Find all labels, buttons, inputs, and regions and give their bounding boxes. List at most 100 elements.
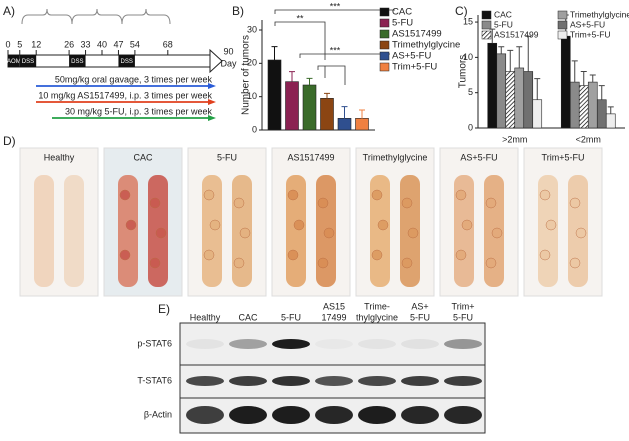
- legend-label: Trimethylglycine: [570, 9, 629, 19]
- tumor: [317, 197, 329, 209]
- lane-label: 5-FU: [453, 312, 473, 322]
- day-tick-label: 47: [113, 39, 123, 49]
- blot-row-label: p-STAT6: [137, 338, 172, 348]
- tumor: [119, 189, 131, 201]
- error-bar: [580, 71, 587, 86]
- blot-band: [401, 376, 439, 386]
- x-tick-label: <2mm: [576, 134, 601, 144]
- photo-label: AS1517499: [287, 152, 334, 162]
- photo-panel: [19, 147, 99, 297]
- blot-band: [272, 339, 310, 349]
- significance-label: ***: [330, 45, 341, 55]
- lane-label: 5-FU: [281, 312, 301, 322]
- bar: [560, 35, 571, 129]
- photo-panel: [103, 147, 183, 297]
- day-tick-label: 0: [5, 39, 10, 49]
- error-bar: [571, 60, 578, 83]
- lane-label: 5-FU: [410, 312, 430, 322]
- legend-label: Trimethylglycine: [392, 40, 460, 51]
- blot-band: [186, 339, 224, 349]
- blot-band: [315, 339, 353, 349]
- significance-label: ***: [330, 1, 341, 11]
- tumor: [371, 189, 383, 201]
- day-tick-label: 33: [81, 39, 91, 49]
- legend-label: 5-FU: [494, 19, 513, 29]
- day-tick-label: 90: [223, 46, 233, 56]
- tumor: [491, 227, 503, 239]
- tumor: [455, 249, 467, 261]
- legend-swatch: [481, 30, 492, 40]
- tumor: [119, 249, 131, 261]
- blot-band: [315, 406, 353, 424]
- bar: [320, 98, 334, 131]
- bar: [267, 59, 282, 131]
- tumor: [239, 227, 251, 239]
- legend-label: Trim+5-FU: [570, 29, 611, 39]
- legend-label: CAC: [494, 9, 512, 19]
- blot-band: [229, 406, 267, 424]
- y-tick-label: 0: [468, 122, 473, 132]
- treatment-label: 50mg/kg oral gavage, 3 times per week: [55, 74, 213, 84]
- block-label: DSS: [71, 59, 83, 65]
- tumor: [575, 227, 587, 239]
- tumor: [203, 249, 215, 261]
- panel-label: E): [158, 302, 170, 316]
- error-bar: [498, 46, 505, 54]
- panel-label: C): [455, 4, 468, 18]
- blot-band: [186, 406, 224, 424]
- y-tick-label: 10: [463, 52, 473, 62]
- timeline-block: [19, 55, 37, 67]
- bar: [337, 118, 352, 131]
- treatment-label: 10 mg/kg AS1517499, i.p. 3 times per wee…: [38, 90, 212, 100]
- tumor: [461, 219, 473, 231]
- tumor: [545, 219, 557, 231]
- bar: [532, 99, 543, 129]
- error-bar: [534, 78, 541, 100]
- panel-label: B): [232, 4, 244, 18]
- legend-swatch: [379, 40, 390, 50]
- legend-swatch: [379, 51, 390, 61]
- legend-label: 5-FU: [392, 18, 413, 29]
- lane-label: AS15: [323, 301, 345, 311]
- lane-label: Trim+: [452, 301, 475, 311]
- day-unit: Day: [220, 58, 237, 68]
- blot-band: [358, 339, 396, 349]
- error-bar: [341, 106, 348, 119]
- lane-label: 17499: [321, 312, 346, 322]
- tumor: [485, 197, 497, 209]
- legend-swatch: [557, 20, 568, 30]
- day-tick-label: 26: [64, 39, 74, 49]
- tumor: [407, 227, 419, 239]
- error-bar: [306, 77, 313, 85]
- timeline-arrowhead: [209, 48, 223, 74]
- treatment-arrowhead: [208, 115, 216, 121]
- error-bar: [271, 46, 278, 60]
- photo-panel: [355, 147, 435, 297]
- error-bar: [589, 74, 596, 83]
- blot-band: [444, 339, 482, 349]
- day-tick-label: 12: [31, 39, 41, 49]
- block-label: DSS: [121, 59, 133, 65]
- tumor: [149, 197, 161, 209]
- y-tick-label: 15: [463, 16, 473, 26]
- tissue: [34, 175, 54, 287]
- x-tick-label: >2mm: [502, 134, 527, 144]
- photo-panel: [187, 147, 267, 297]
- legend-label: AS1517499: [392, 29, 442, 40]
- tumor: [485, 257, 497, 269]
- significance-brackets: [274, 9, 395, 85]
- legend-swatch: [557, 30, 568, 40]
- legend-swatch: [379, 18, 390, 28]
- treatment-arrowhead: [208, 83, 216, 89]
- timeline-bar: [7, 54, 211, 68]
- bar: [523, 71, 534, 129]
- photo-panel: [523, 147, 603, 297]
- error-bar: [507, 49, 514, 72]
- timeline-block: [8, 55, 20, 67]
- legend-swatch: [481, 20, 492, 30]
- tumor: [569, 257, 581, 269]
- photo-panel: [271, 147, 351, 297]
- lane-label: AS+: [411, 301, 428, 311]
- error-bar: [289, 71, 295, 82]
